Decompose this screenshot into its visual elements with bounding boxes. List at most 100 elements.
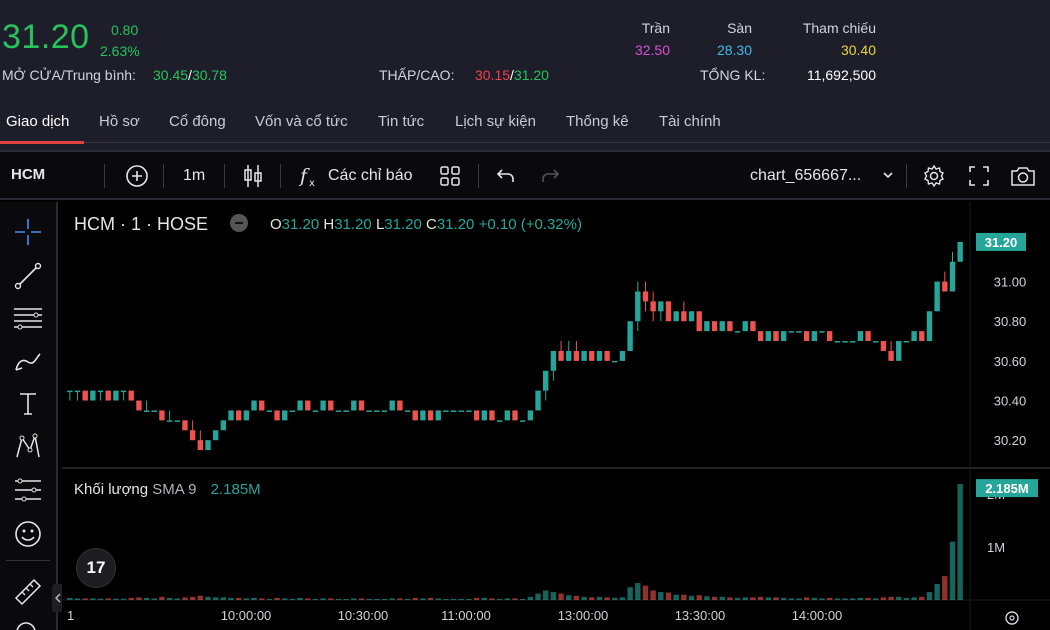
volume-bar [543,590,549,600]
high-price: 31.20 [513,67,549,83]
volume-bar [136,597,142,600]
volume-bar [711,596,718,600]
candle-body [274,410,280,421]
trend-line-icon[interactable] [12,260,44,292]
candle-body [826,331,833,342]
interval-button[interactable]: 1m [183,167,206,184]
volume-bar [519,598,526,600]
tab-lich-su-kien[interactable]: Lịch sự kiện [455,113,536,130]
tab-tai-chinh[interactable]: Tài chính [659,113,721,130]
volume-bar [212,597,219,600]
candle-body [458,410,464,412]
volume-bar [819,598,825,600]
low-value: 31.20 [384,216,422,233]
fullscreen-icon[interactable] [968,165,990,187]
candle-body [911,331,917,342]
volume-bar [228,597,234,600]
candle-body [765,331,771,342]
tab-giao-dich[interactable]: Giao dịch [6,113,70,130]
camera-icon[interactable] [1010,165,1036,187]
chevron-down-icon[interactable] [882,170,894,180]
prediction-icon[interactable] [12,474,44,506]
volume-bar [865,597,871,600]
indicators-button[interactable]: Các chỉ báo [328,167,413,184]
candle-body [681,311,687,322]
candle-body [220,420,227,431]
last-price-tag [976,232,1026,251]
undo-icon[interactable] [495,166,517,186]
candle-body [282,410,288,421]
candle-body [527,410,534,421]
tab-ho-so[interactable]: Hồ sơ [99,113,140,130]
volume-bar [412,597,418,600]
candle-body [420,410,426,421]
volume-bar [688,595,695,600]
candle-body [957,241,963,262]
add-symbol-icon[interactable] [125,164,149,188]
time-axis-label: 10:00:00 [221,608,272,623]
crosshair-icon[interactable] [12,216,44,248]
volume-bar [320,598,326,600]
volume-bar [750,597,756,600]
candle-body [589,350,595,361]
candle-body [896,341,902,361]
volume-bar [896,596,902,600]
volume-bar [335,598,342,600]
pattern-icon[interactable] [12,430,44,462]
volume-bar [850,598,856,600]
low-high-label: THẤP/CAO: [379,67,455,83]
candle-body [228,410,234,421]
price-axis-label: 30.60 [994,354,1027,369]
ruler-icon[interactable] [12,576,44,608]
volume-bar [481,597,487,600]
settings-icon[interactable] [922,164,946,188]
candle-body [397,400,403,411]
open-label: O [270,216,282,233]
candle-body [412,410,418,421]
text-tool-icon[interactable] [12,388,44,420]
brush-icon[interactable] [12,344,44,376]
volume-bar [811,597,818,600]
candle-body [543,370,549,391]
volume-bar [573,595,580,600]
candle-body [343,410,349,412]
open-price: 30.45 [153,67,189,83]
zoom-icon[interactable] [12,618,44,630]
fib-retracement-icon[interactable] [12,302,44,334]
layout-grid-icon[interactable] [439,165,461,187]
candle-type-icon[interactable] [242,163,264,189]
tab-co-dong[interactable]: Cổ đông [169,113,226,130]
candle-body [934,281,940,312]
volume-bar [757,596,764,600]
candlestick-chart[interactable]: 31.0030.8030.6030.4030.2031.202M1M2.185M… [62,202,1050,630]
redo-icon[interactable] [539,166,561,186]
volume-bar [826,597,833,600]
svg-text:f: f [298,165,310,187]
tab-tin-tuc[interactable]: Tin tức [378,113,425,130]
volume-bar [159,596,165,600]
chart-plot-area[interactable]: 31.0030.8030.6030.4030.2031.202M1M2.185M… [62,202,1050,630]
emoji-icon[interactable] [12,518,44,550]
candle-body [704,321,710,332]
layout-name-button[interactable]: chart_656667... [750,167,862,184]
volume-bar [665,592,672,600]
tradingview-logo[interactable]: 17 [76,548,116,588]
volume-bar [120,598,127,600]
candle-body [427,410,434,421]
candle-body [266,410,273,412]
tab-von-va-co-tuc[interactable]: Vốn và cổ tức [255,113,348,130]
volume-bar [527,596,534,600]
tab-thong-ke[interactable]: Thống kê [566,113,629,130]
candle-body [166,420,173,422]
candle-body [942,281,948,292]
total-volume-label: TỔNG KL: [700,67,766,83]
collapse-toolbar-button[interactable] [52,584,64,612]
candle-body [566,350,572,361]
candle-body [82,390,88,401]
collapse-legend-button[interactable] [230,214,248,232]
volume-bar [796,598,802,600]
candle-body [374,410,380,412]
ceiling-label: Trần [641,20,670,36]
symbol-search-button[interactable]: HCM [11,166,46,183]
